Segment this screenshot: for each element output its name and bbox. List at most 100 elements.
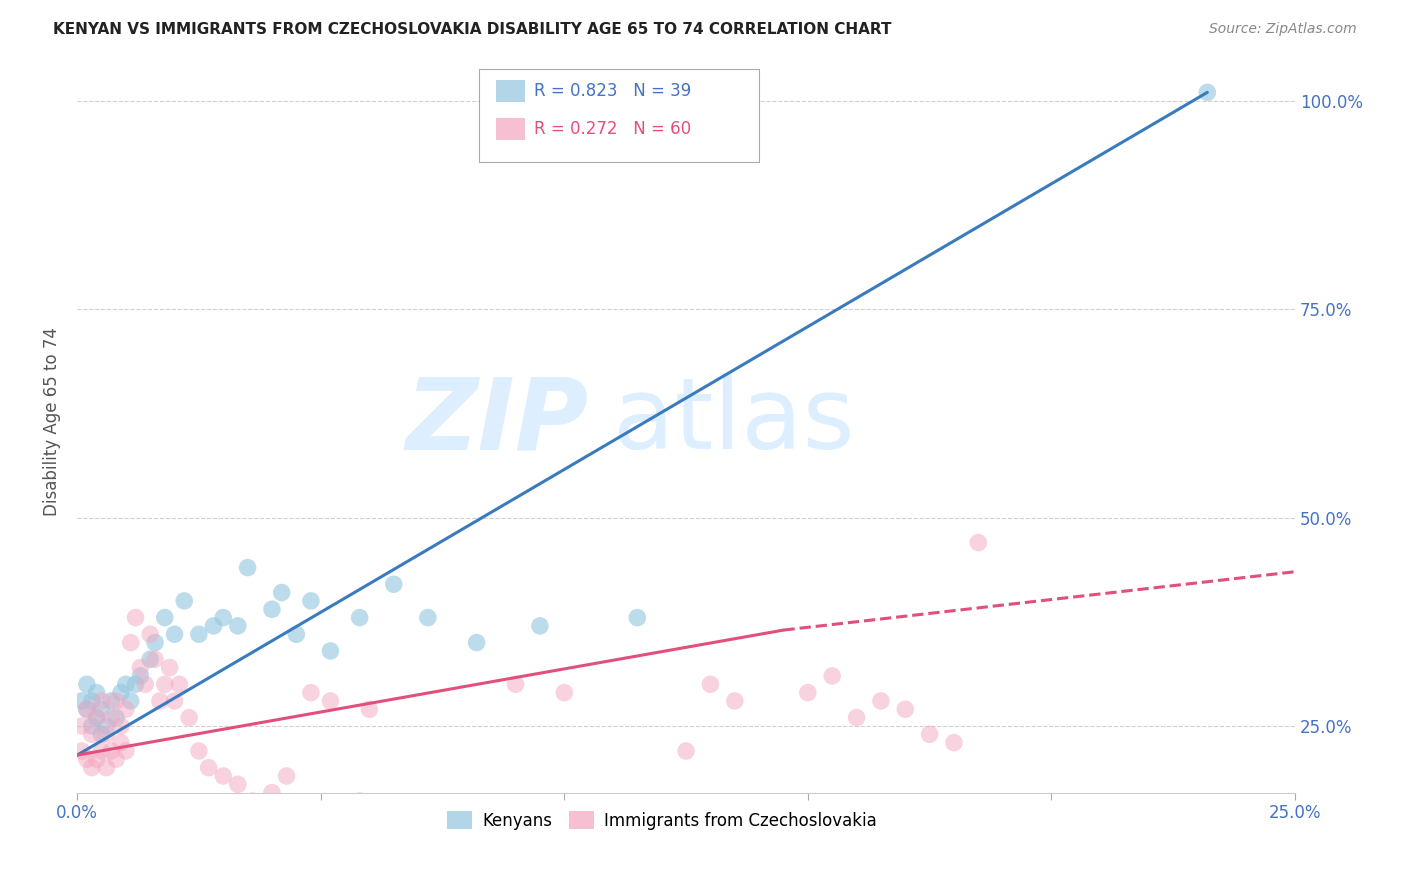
Point — [349, 610, 371, 624]
Point — [179, 711, 201, 725]
Point — [80, 761, 103, 775]
Point — [845, 711, 868, 725]
Point — [416, 610, 439, 624]
Point — [105, 694, 128, 708]
Point — [86, 711, 108, 725]
Point — [96, 761, 118, 775]
Point — [299, 685, 322, 699]
Point — [139, 627, 162, 641]
Point — [163, 627, 186, 641]
Point — [100, 694, 122, 708]
Point — [943, 736, 966, 750]
Point — [80, 727, 103, 741]
Point — [105, 752, 128, 766]
Text: atlas: atlas — [613, 373, 855, 470]
Point — [212, 610, 235, 624]
Point — [100, 744, 122, 758]
Point — [90, 694, 112, 708]
Text: ZIP: ZIP — [405, 373, 589, 470]
Point — [349, 794, 371, 808]
Point — [699, 677, 721, 691]
Point — [918, 727, 941, 741]
Point — [105, 711, 128, 725]
Point — [86, 752, 108, 766]
Point — [120, 635, 142, 649]
Point — [894, 702, 917, 716]
Point — [242, 794, 264, 808]
Point — [86, 685, 108, 699]
Point — [187, 744, 209, 758]
Point — [110, 719, 132, 733]
Point — [139, 652, 162, 666]
Point — [373, 802, 395, 816]
Point — [80, 694, 103, 708]
Point — [967, 535, 990, 549]
Point — [124, 610, 146, 624]
Point — [529, 619, 551, 633]
Point — [143, 635, 166, 649]
Text: R = 0.823   N = 39: R = 0.823 N = 39 — [534, 82, 692, 100]
Text: KENYAN VS IMMIGRANTS FROM CZECHOSLOVAKIA DISABILITY AGE 65 TO 74 CORRELATION CHA: KENYAN VS IMMIGRANTS FROM CZECHOSLOVAKIA… — [53, 22, 891, 37]
Point — [299, 594, 322, 608]
FancyBboxPatch shape — [496, 119, 526, 140]
Point — [143, 652, 166, 666]
Point — [173, 594, 195, 608]
Point — [159, 660, 181, 674]
Point — [163, 694, 186, 708]
Point — [90, 702, 112, 716]
Point — [149, 694, 172, 708]
Point — [76, 752, 98, 766]
Point — [465, 827, 488, 841]
Point — [1197, 86, 1219, 100]
Point — [260, 786, 283, 800]
Point — [276, 769, 298, 783]
Point — [319, 644, 342, 658]
Point — [90, 744, 112, 758]
Point — [675, 744, 697, 758]
Point — [114, 702, 136, 716]
Point — [100, 711, 122, 725]
Point — [76, 677, 98, 691]
Point — [153, 677, 176, 691]
Point — [70, 719, 93, 733]
Point — [70, 694, 93, 708]
Point — [505, 677, 527, 691]
Point — [821, 669, 844, 683]
Point — [382, 577, 405, 591]
Point — [124, 677, 146, 691]
Text: Source: ZipAtlas.com: Source: ZipAtlas.com — [1209, 22, 1357, 37]
Point — [260, 602, 283, 616]
Point — [270, 585, 292, 599]
Point — [76, 702, 98, 716]
Point — [359, 702, 381, 716]
Point — [153, 610, 176, 624]
Point — [396, 819, 419, 833]
Point — [90, 727, 112, 741]
Point — [120, 694, 142, 708]
Point — [110, 736, 132, 750]
Point — [80, 719, 103, 733]
FancyBboxPatch shape — [479, 70, 759, 162]
Point — [76, 702, 98, 716]
Legend: Kenyans, Immigrants from Czechoslovakia: Kenyans, Immigrants from Czechoslovakia — [440, 805, 883, 837]
Point — [96, 727, 118, 741]
Point — [465, 635, 488, 649]
Point — [870, 694, 893, 708]
Point — [797, 685, 820, 699]
Point — [226, 619, 249, 633]
Point — [226, 777, 249, 791]
Point — [432, 836, 454, 850]
Point — [169, 677, 191, 691]
Point — [134, 677, 156, 691]
Point — [129, 660, 152, 674]
Y-axis label: Disability Age 65 to 74: Disability Age 65 to 74 — [44, 327, 60, 516]
Point — [86, 711, 108, 725]
Point — [553, 685, 575, 699]
Point — [96, 719, 118, 733]
Point — [129, 669, 152, 683]
Point — [202, 619, 225, 633]
Point — [114, 677, 136, 691]
Point — [626, 610, 648, 624]
Point — [114, 744, 136, 758]
FancyBboxPatch shape — [496, 79, 526, 102]
